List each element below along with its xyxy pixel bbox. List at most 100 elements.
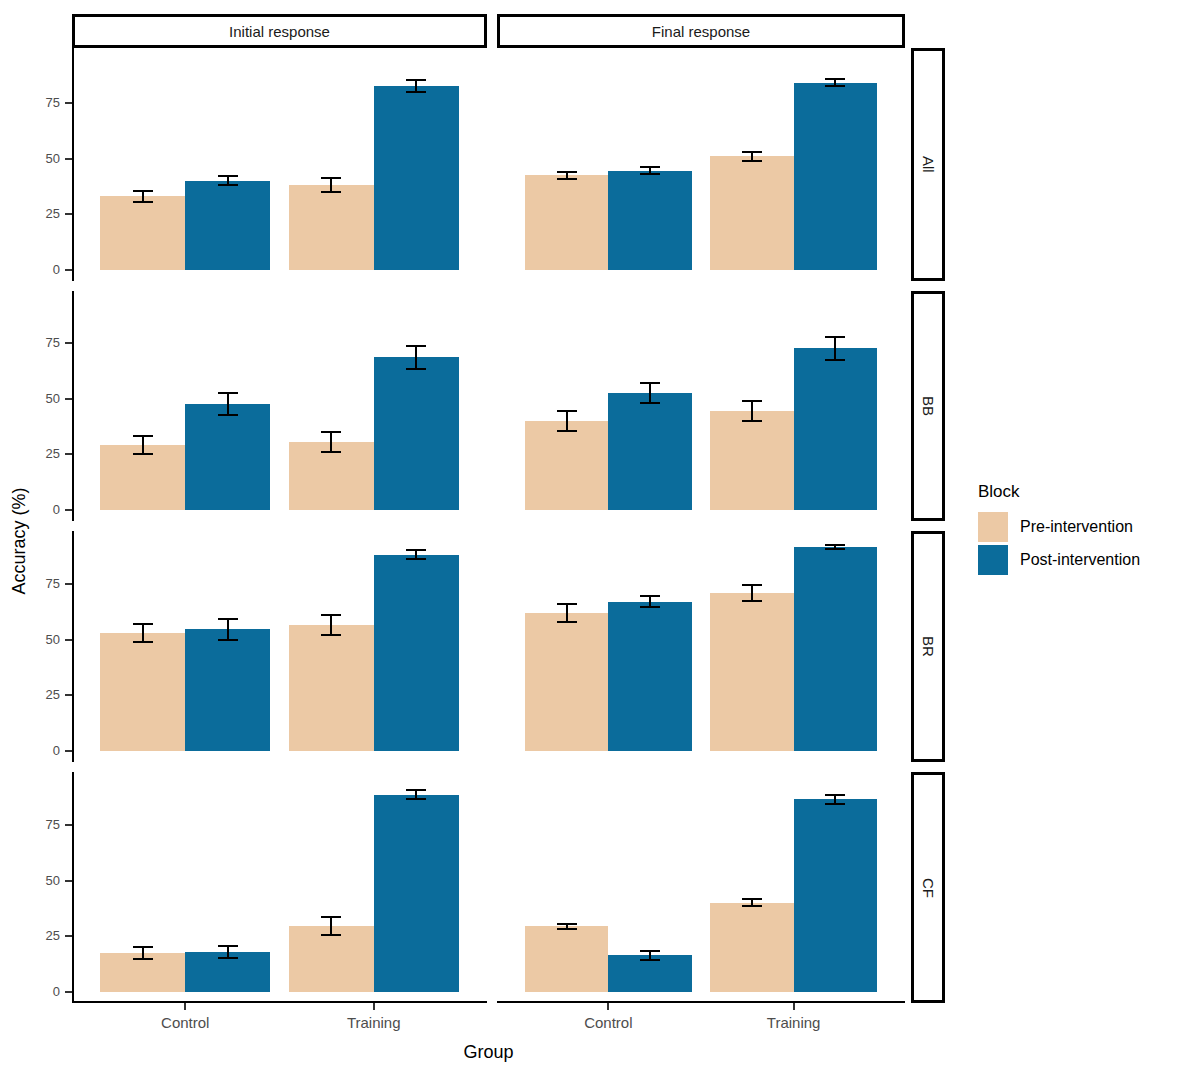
error-bar-cap-bottom bbox=[640, 402, 660, 404]
bar-control-post-intervention bbox=[608, 393, 691, 510]
error-bar bbox=[218, 945, 238, 958]
error-bar bbox=[218, 392, 238, 417]
error-bar-cap-bottom bbox=[133, 641, 153, 643]
x-tick-mark bbox=[607, 1003, 609, 1010]
bar-control-post-intervention bbox=[608, 171, 691, 270]
error-bar bbox=[825, 78, 845, 87]
error-bar-cap-top bbox=[742, 400, 762, 402]
error-bar-line bbox=[330, 916, 332, 936]
x-tick-label-training: Training bbox=[749, 1014, 839, 1031]
error-bar-cap-bottom bbox=[742, 160, 762, 162]
legend-title: Block bbox=[978, 482, 1198, 502]
legend-swatch-pre-intervention bbox=[978, 512, 1008, 542]
facet-strip-label: Final response bbox=[652, 23, 750, 40]
facet-grid: Initial response Final response 0255075A… bbox=[30, 14, 945, 1003]
error-bar bbox=[640, 595, 660, 608]
error-bar-cap-bottom bbox=[557, 621, 577, 623]
error-bar-cap-top bbox=[133, 435, 153, 437]
error-bar bbox=[406, 789, 426, 800]
error-bar-cap-top bbox=[825, 544, 845, 546]
panel-cf-final-response bbox=[497, 772, 905, 1003]
error-bar bbox=[406, 345, 426, 370]
bar-control-pre-intervention bbox=[100, 633, 185, 751]
bar-control-pre-intervention bbox=[525, 926, 608, 992]
error-bar bbox=[133, 435, 153, 455]
error-bar bbox=[640, 166, 660, 175]
error-bar-cap-top bbox=[825, 336, 845, 338]
error-bar bbox=[640, 950, 660, 961]
error-bar-cap-bottom bbox=[406, 91, 426, 93]
error-bar-cap-top bbox=[640, 382, 660, 384]
error-bar-line bbox=[751, 400, 753, 422]
error-bar-cap-top bbox=[742, 151, 762, 153]
bar-training-post-intervention bbox=[794, 547, 877, 751]
error-bar-cap-top bbox=[742, 898, 762, 900]
error-bar-cap-top bbox=[133, 623, 153, 625]
error-bar-cap-bottom bbox=[321, 634, 341, 636]
y-tick-label: 50 bbox=[32, 151, 60, 167]
error-bar-cap-bottom bbox=[133, 453, 153, 455]
y-tick-label: 75 bbox=[32, 335, 60, 351]
y-tick-mark bbox=[65, 750, 72, 752]
y-tick-mark bbox=[65, 102, 72, 104]
x-tick-mark bbox=[184, 1003, 186, 1010]
y-tick-mark bbox=[65, 880, 72, 882]
facet-strip-cf: CF bbox=[911, 772, 945, 1003]
error-bar-cap-top bbox=[742, 584, 762, 586]
x-tick-label-training: Training bbox=[329, 1014, 419, 1031]
y-tick-mark bbox=[65, 342, 72, 344]
legend-item-post-intervention: Post-intervention bbox=[978, 545, 1198, 575]
error-bar bbox=[825, 336, 845, 361]
bar-training-pre-intervention bbox=[710, 903, 793, 992]
error-bar-cap-bottom bbox=[218, 184, 238, 186]
error-bar-cap-bottom bbox=[825, 548, 845, 550]
error-bar-cap-bottom bbox=[321, 934, 341, 936]
y-axis-line bbox=[72, 291, 74, 521]
error-bar bbox=[133, 946, 153, 959]
y-axis-line bbox=[72, 531, 74, 762]
y-tick-mark bbox=[65, 583, 72, 585]
error-bar bbox=[742, 151, 762, 162]
error-bar-cap-top bbox=[218, 945, 238, 947]
panel-all-initial-response bbox=[72, 48, 487, 281]
y-tick-label: 25 bbox=[32, 206, 60, 222]
y-tick-label: 25 bbox=[32, 928, 60, 944]
y-tick-label: 50 bbox=[32, 632, 60, 648]
y-axis-line bbox=[72, 772, 74, 1003]
error-bar-line bbox=[227, 392, 229, 417]
error-bar-cap-top bbox=[640, 595, 660, 597]
y-tick-label: 50 bbox=[32, 391, 60, 407]
error-bar bbox=[406, 549, 426, 560]
error-bar bbox=[557, 171, 577, 180]
error-bar-cap-top bbox=[557, 603, 577, 605]
error-bar bbox=[825, 544, 845, 551]
error-bar bbox=[321, 177, 341, 193]
y-tick-label: 0 bbox=[32, 984, 60, 1000]
error-bar-line bbox=[142, 435, 144, 455]
error-bar-line bbox=[415, 345, 417, 370]
y-axis-title: Accuracy (%) bbox=[9, 391, 31, 691]
y-tick-label: 25 bbox=[32, 687, 60, 703]
y-axis-ticks-br: 0255075 bbox=[30, 531, 72, 762]
error-bar-cap-bottom bbox=[825, 85, 845, 87]
facet-strip-final-response: Final response bbox=[497, 14, 905, 48]
error-bar bbox=[133, 623, 153, 643]
error-bar-cap-top bbox=[557, 171, 577, 173]
panel-all-final-response bbox=[497, 48, 905, 281]
x-tick-label-control: Control bbox=[140, 1014, 230, 1031]
x-tick-label-control: Control bbox=[563, 1014, 653, 1031]
y-tick-mark bbox=[65, 269, 72, 271]
bar-training-post-intervention bbox=[374, 86, 459, 270]
x-axis-line bbox=[72, 1001, 487, 1003]
error-bar bbox=[742, 898, 762, 907]
y-tick-label: 0 bbox=[32, 262, 60, 278]
bar-control-pre-intervention bbox=[525, 421, 608, 510]
error-bar-cap-top bbox=[218, 392, 238, 394]
y-tick-mark bbox=[65, 509, 72, 511]
bar-training-post-intervention bbox=[794, 83, 877, 270]
error-bar bbox=[742, 400, 762, 422]
bar-control-pre-intervention bbox=[525, 613, 608, 751]
error-bar-cap-bottom bbox=[218, 414, 238, 416]
bar-control-pre-intervention bbox=[100, 196, 185, 270]
bar-training-pre-intervention bbox=[710, 593, 793, 751]
